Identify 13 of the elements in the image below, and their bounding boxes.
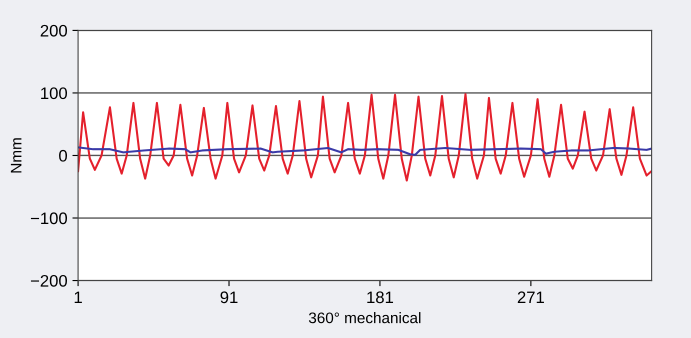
y-axis-title: Nmm	[10, 138, 22, 172]
x-tick-label: 181	[367, 291, 394, 304]
y-tick-label: 100	[41, 87, 68, 100]
y-tick-label: −200	[30, 274, 68, 287]
line-series	[78, 93, 652, 182]
y-tick-label: 0	[59, 150, 68, 162]
x-tick-label: 91	[220, 291, 238, 304]
x-tick-label: 271	[518, 291, 544, 304]
x-axis-title: 360° mechanical	[308, 312, 420, 324]
x-tick-label: 1	[74, 292, 82, 304]
line-series	[78, 146, 652, 156]
y-tick-label: −100	[30, 212, 68, 224]
y-tick-label: 200	[40, 24, 68, 37]
